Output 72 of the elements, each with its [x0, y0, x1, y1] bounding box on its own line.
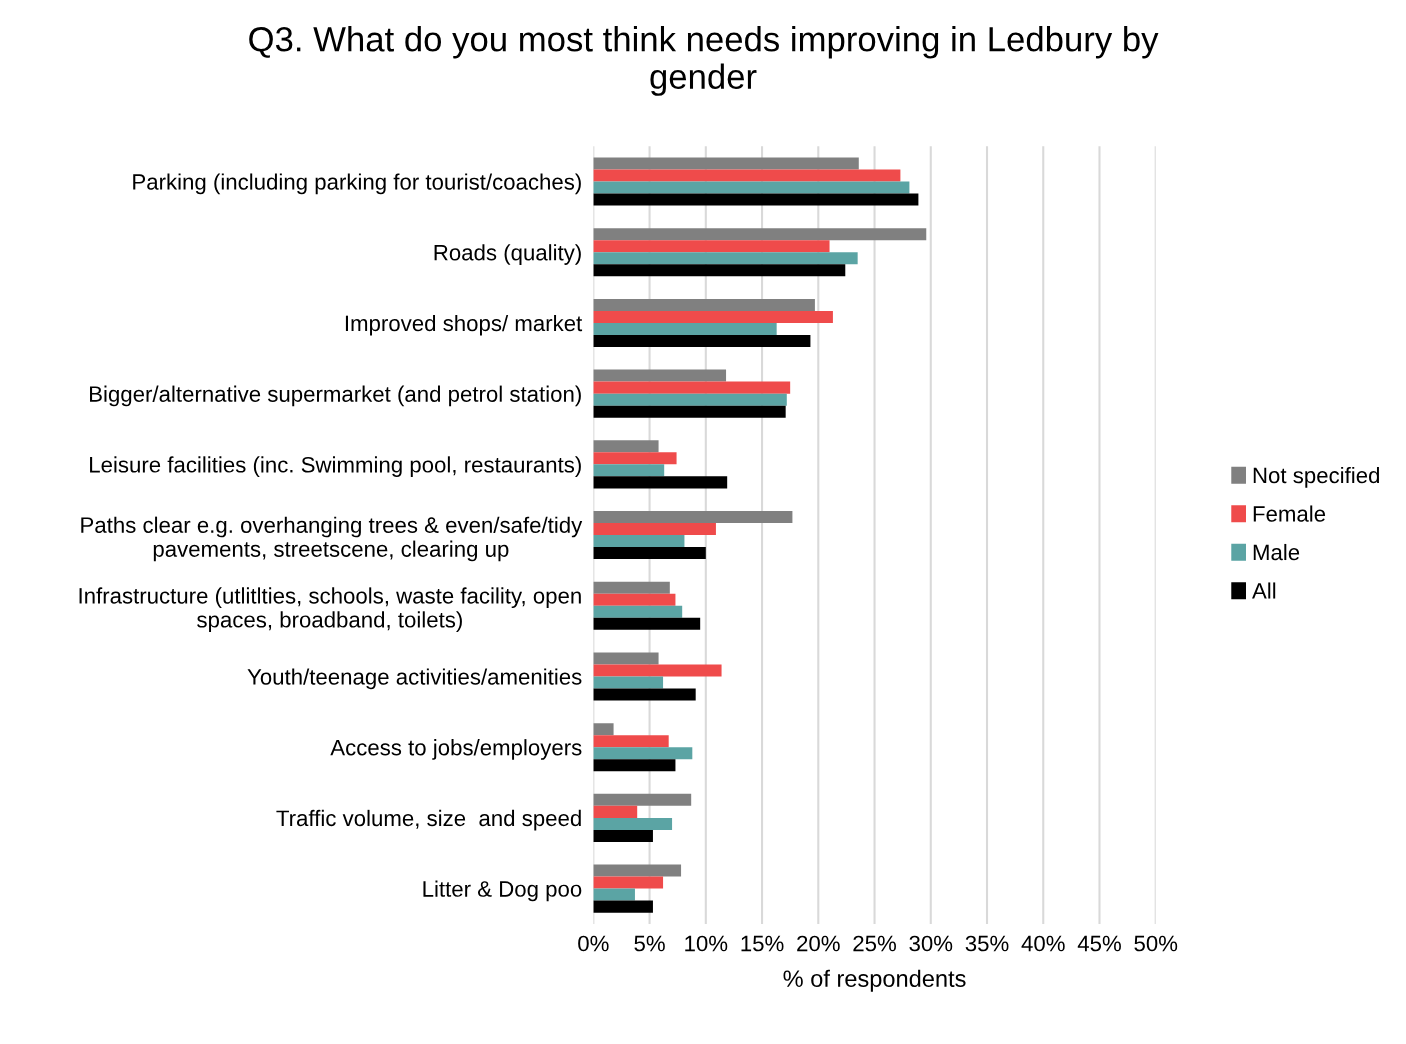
bar — [593, 322, 777, 335]
bar — [593, 193, 919, 206]
bar — [593, 523, 716, 536]
bar — [593, 664, 722, 677]
bar — [593, 464, 665, 477]
y-tick-label: Parking (including parking for tourist/coaches) — [133, 173, 581, 195]
bar — [593, 452, 677, 465]
bar — [593, 735, 669, 748]
y-tick-label: Traffic volume, size and speed — [276, 809, 581, 831]
x-tick-label: 50% — [1134, 935, 1178, 952]
y-tick-label: Improved shops/ market — [345, 314, 583, 336]
bar — [593, 547, 706, 560]
bar — [593, 876, 664, 889]
bar — [593, 252, 858, 265]
bar — [593, 369, 727, 382]
bar — [593, 310, 833, 323]
bar — [593, 688, 696, 701]
bar — [593, 593, 676, 606]
bar — [593, 535, 685, 548]
x-tick-label: 20% — [797, 935, 840, 952]
y-tick-label: Youth/teenage activities/amenities — [247, 668, 582, 690]
x-tick-label: 10% — [685, 935, 728, 952]
x-tick-label: 30% — [909, 935, 953, 952]
x-tick-label: 40% — [1021, 935, 1065, 952]
bar — [593, 381, 791, 394]
x-tick-label: 25% — [853, 935, 896, 952]
bar — [593, 676, 664, 689]
bar — [593, 228, 927, 241]
bar — [593, 264, 846, 277]
y-tick-label: Bigger/alternative supermarket (and petrol station) — [90, 385, 581, 407]
bar — [593, 747, 693, 760]
y-tick-label: Litter & Dog poo — [423, 880, 582, 902]
x-tick-label: 5% — [634, 935, 665, 952]
x-axis-title: % of respondents — [783, 969, 966, 992]
bar — [593, 617, 701, 630]
bar — [593, 181, 910, 194]
bar — [593, 900, 653, 913]
bar — [593, 652, 659, 665]
bar — [593, 817, 673, 830]
bar — [593, 393, 787, 406]
legend-label: Male — [1253, 543, 1300, 561]
y-tick-label: Roads (quality) — [434, 244, 581, 265]
bar — [593, 723, 614, 736]
bar — [593, 476, 728, 489]
y-tick-label: Paths clear e.g. overhanging trees & even/safe/tidy pavements, streetscene, clearing up — [81, 516, 583, 562]
bar — [593, 581, 670, 594]
bar — [593, 157, 859, 170]
legend-label: All — [1252, 582, 1276, 599]
chart-title: Q3. What do you most think needs improving in Ledbury by gender — [249, 26, 1159, 96]
x-tick-label: 45% — [1077, 935, 1121, 952]
legend-label: Not specified — [1253, 466, 1379, 488]
bar — [593, 805, 638, 818]
x-tick-label: 0% — [578, 935, 609, 952]
x-tick-label: 35% — [965, 935, 1009, 952]
bar — [593, 298, 815, 311]
y-tick-label: Access to jobs/employers — [330, 739, 582, 760]
bar — [593, 405, 786, 418]
y-tick-label: Infrastructure (utlitlties, schools, waste facility, open spaces, broadband, toilets) — [79, 587, 581, 632]
bar — [593, 169, 901, 182]
bar — [593, 793, 692, 806]
bar — [593, 888, 635, 901]
bar — [593, 605, 683, 618]
bar — [593, 829, 653, 842]
bar — [593, 864, 682, 877]
y-tick-label: Leisure facilities (inc. Swimming pool, restaurants) — [90, 456, 581, 478]
bar — [593, 759, 676, 772]
bar — [593, 334, 811, 347]
bar — [593, 240, 830, 253]
bar — [593, 511, 793, 524]
legend-label: Female — [1253, 505, 1326, 522]
bar — [593, 440, 659, 453]
x-tick-label: 15% — [741, 935, 784, 952]
